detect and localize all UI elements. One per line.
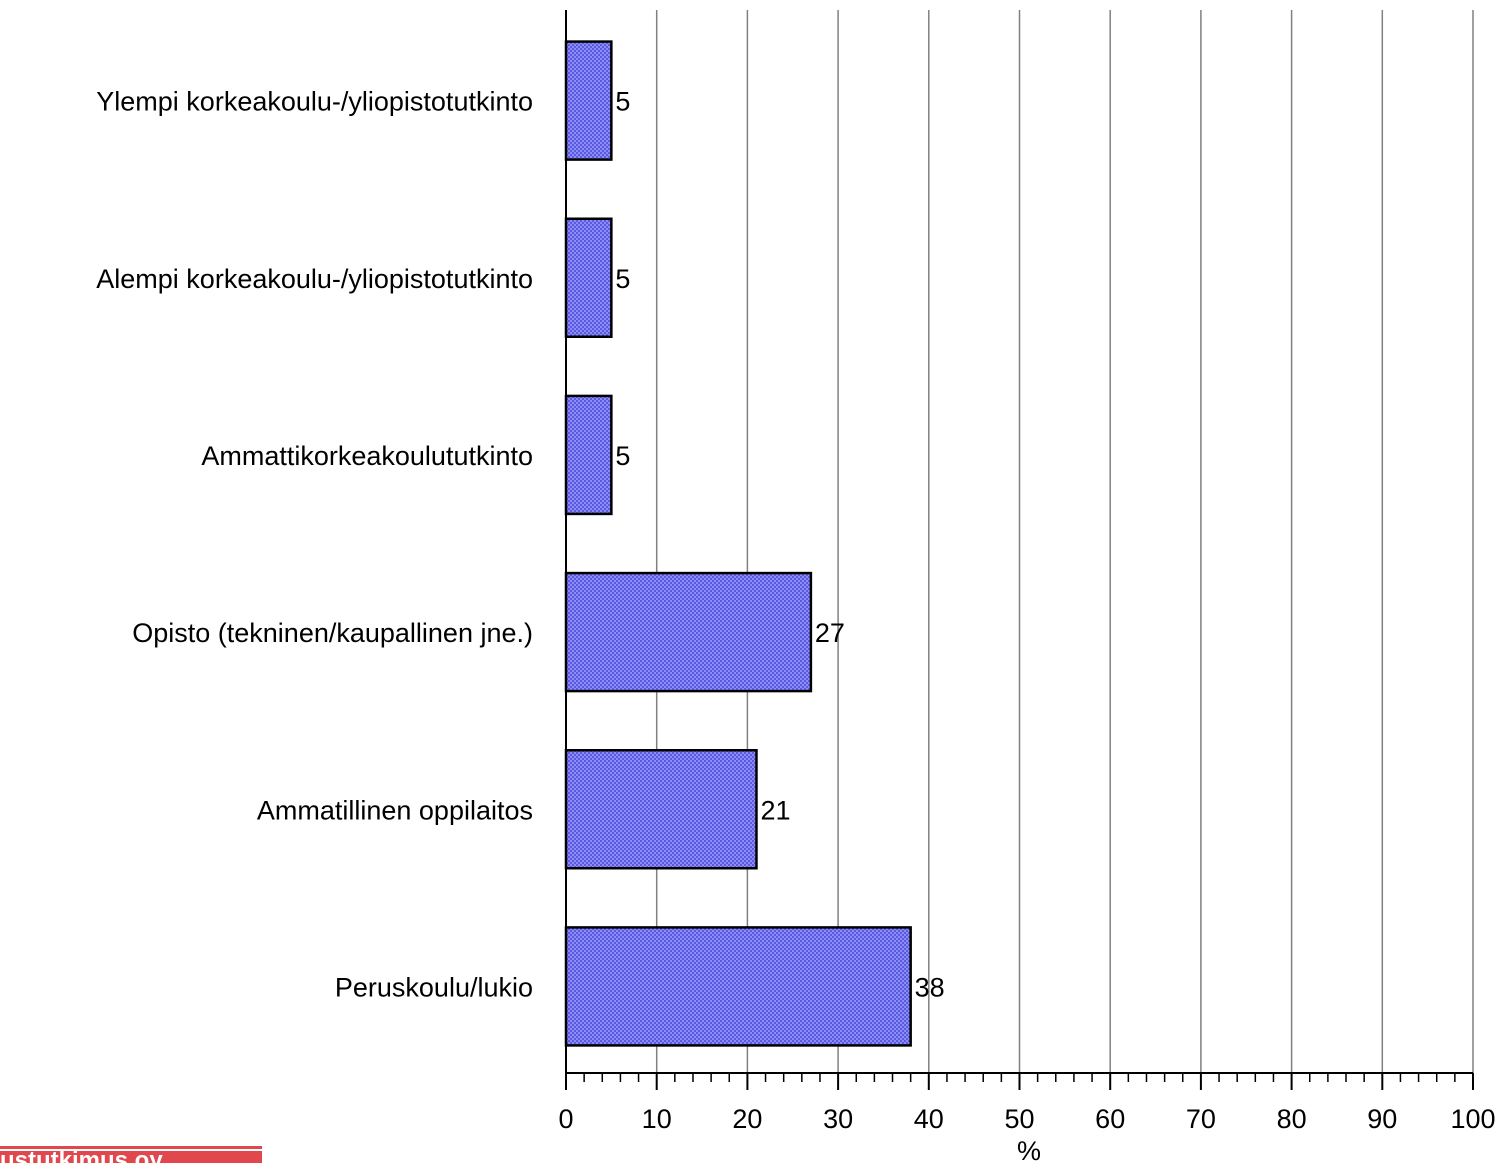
x-tick-label: 70 — [1186, 1104, 1216, 1134]
bar — [564, 40, 613, 161]
category-label: Peruskoulu/lukio — [335, 972, 533, 1002]
bar — [564, 571, 813, 693]
data-label: 5 — [615, 441, 630, 471]
x-tick-label: 50 — [1004, 1104, 1034, 1134]
watermark-text: ustutkimus oy — [0, 1147, 163, 1163]
category-label: Ylempi korkeakoulu-/yliopistotutkinto — [96, 87, 533, 117]
bar — [564, 394, 613, 516]
category-label: Alempi korkeakoulu-/yliopistotutkinto — [96, 264, 533, 294]
x-tick-label: 30 — [823, 1104, 853, 1134]
bar — [564, 749, 758, 870]
category-label: Ammattikorkeakoulututkinto — [201, 441, 533, 471]
data-label: 21 — [760, 795, 790, 825]
x-tick-label: 10 — [642, 1104, 672, 1134]
x-tick-label: 0 — [558, 1104, 573, 1134]
data-label: 5 — [615, 87, 630, 117]
watermark-logo: ustutkimus oy — [0, 1146, 262, 1163]
data-label: 27 — [815, 618, 845, 648]
bar — [564, 926, 912, 1047]
data-label: 5 — [615, 264, 630, 294]
watermark-rule — [0, 1146, 262, 1149]
x-axis — [565, 10, 1474, 1090]
x-tick-label: 20 — [732, 1104, 762, 1134]
watermark-band — [0, 1151, 262, 1163]
category-label: Ammatillinen oppilaitos — [257, 795, 533, 825]
bars — [564, 40, 912, 1047]
data-label: 38 — [915, 972, 945, 1002]
labels: 0 10 20 30 40 50 60 70 80 90 100 Ylempi korkeakoulu… — [96, 87, 1495, 1134]
category-label: Opisto (tekninen/kaupallinen jne.) — [132, 618, 533, 648]
x-tick-label: 80 — [1277, 1104, 1307, 1134]
x-tick-label: 90 — [1367, 1104, 1397, 1134]
bar — [564, 217, 613, 338]
x-tick-label: 100 — [1450, 1104, 1495, 1134]
gridlines — [655, 10, 1474, 1073]
x-tick-label: 60 — [1095, 1104, 1125, 1134]
x-axis-title: % — [1017, 1136, 1041, 1163]
x-tick-label: 40 — [914, 1104, 944, 1134]
